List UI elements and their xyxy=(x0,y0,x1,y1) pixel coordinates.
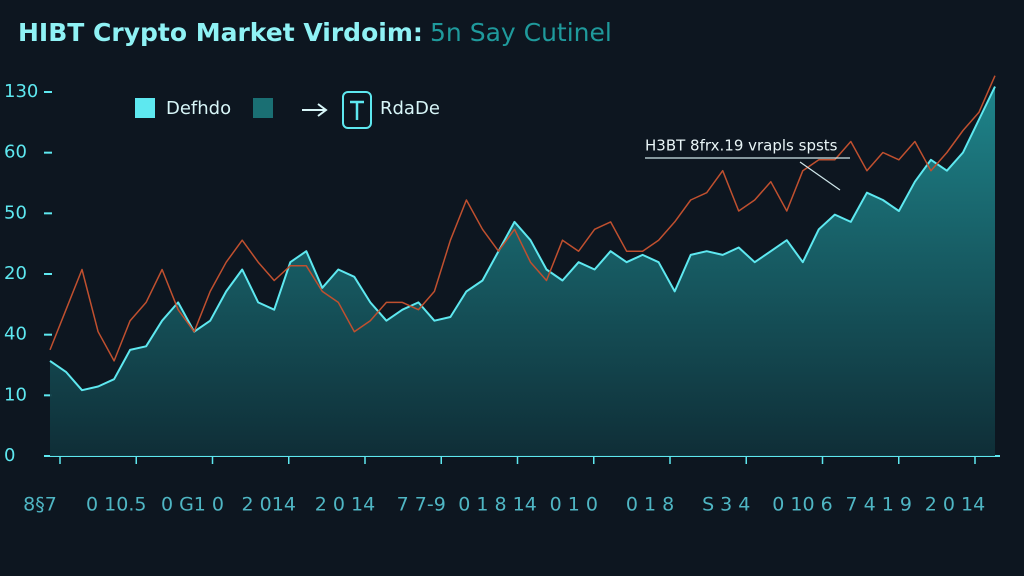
x-tick-label: 0 10.5 xyxy=(86,494,146,516)
x-tick-label: 2 014 xyxy=(242,494,296,516)
annotation: H3BT 8frx.19 vrapls spsts xyxy=(645,137,838,155)
legend-label: Defhdo xyxy=(166,98,231,119)
y-tick-label: 20 xyxy=(4,263,27,284)
x-tick-label: 7 4 1 9 xyxy=(846,494,912,516)
x-tick-label: 7 7-9 xyxy=(397,494,446,516)
x-tick-label: 0 G1 0 xyxy=(161,494,224,516)
annotation-pointer xyxy=(799,161,841,191)
line xyxy=(49,75,996,362)
y-tick-label: 10 xyxy=(4,384,27,405)
chart-title: HIBT Crypto Market Virdoim: xyxy=(18,18,423,47)
legend-arrow xyxy=(302,103,328,117)
x-tick-label: 0 1 0 xyxy=(550,494,598,516)
y-tick-label: 50 xyxy=(4,202,27,223)
x-tick-label: 0 10 6 xyxy=(772,494,832,516)
area xyxy=(50,86,995,456)
legend-icon xyxy=(342,91,372,129)
x-tick-label: 8§7 xyxy=(23,494,57,516)
x-tick-label: 2 0 14 xyxy=(315,494,375,516)
y-tick-label: 130 xyxy=(4,81,38,102)
legend-swatch xyxy=(253,98,273,118)
x-tick-label: 0 1 8 xyxy=(626,494,674,516)
x-tick-label: 0 1 8 14 xyxy=(458,494,537,516)
legend-icon-glyph xyxy=(350,100,364,120)
y-tick-label: 0 xyxy=(4,445,15,466)
legend-swatch xyxy=(135,98,155,118)
legend: Defhdo RdaDe xyxy=(135,91,440,129)
line xyxy=(49,86,996,392)
y-tick-label: 60 xyxy=(4,142,27,163)
y-tick-label: 40 xyxy=(4,324,27,345)
x-tick-label: S 3 4 xyxy=(702,494,750,516)
chart-subtitle: 5n Say Cutinel xyxy=(430,18,612,47)
x-tick-label: 2 0 14 xyxy=(925,494,985,516)
legend-label: RdaDe xyxy=(380,98,440,119)
